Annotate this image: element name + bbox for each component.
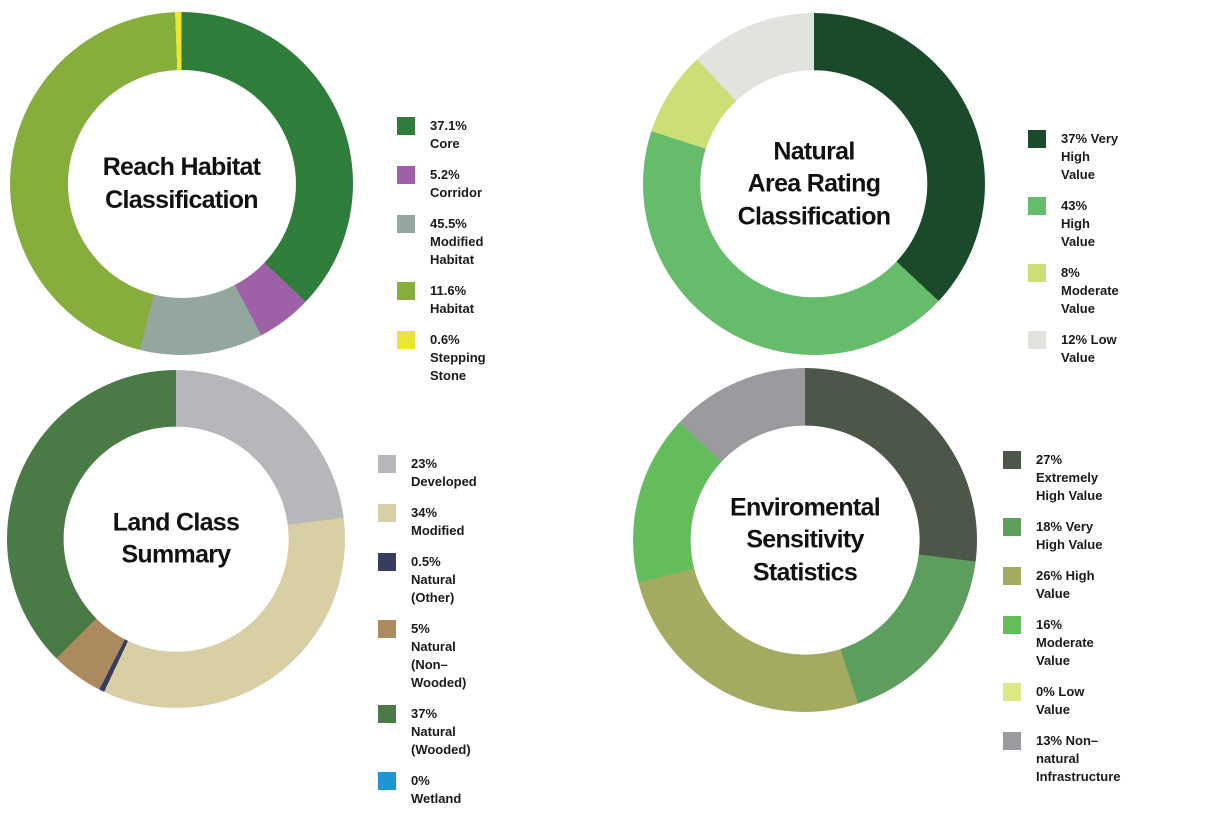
donut-ring-environmental-sensitivity: Enviromental Sensitivity Statistics: [633, 368, 977, 712]
legend-label: 0.6% Stepping Stone: [430, 332, 486, 383]
legend-label: 16% Moderate Value: [1036, 617, 1094, 668]
legend-item: 0% Low Value: [1003, 683, 1121, 719]
legend-label: 5.2% Corridor: [430, 167, 482, 200]
legend-swatch: [1003, 732, 1021, 750]
legend-label: 0% Wetland: [411, 773, 462, 806]
legend-label: 0.5% Natural (Other): [411, 554, 456, 605]
legend-swatch: [1003, 567, 1021, 585]
legend-item: 43% High Value: [1028, 197, 1119, 251]
legend-swatch: [1028, 264, 1046, 282]
legend-swatch: [397, 331, 415, 349]
legend-item: 11.6% Habitat: [397, 282, 486, 318]
legend-swatch: [1003, 616, 1021, 634]
legend-swatch: [1028, 331, 1046, 349]
chart-title: Land Class Summary: [112, 508, 240, 569]
legend-label: 34% Modified: [411, 505, 465, 538]
legend-item: 0.5% Natural (Other): [378, 553, 477, 607]
donut-ring-reach-habitat: Reach Habitat Classification: [10, 12, 353, 355]
legend-item: 5% Natural (Non–Wooded): [378, 620, 477, 692]
legend-item: 5.2% Corridor: [397, 166, 486, 202]
donut-ring-land-class: Land Class Summary: [7, 370, 345, 708]
donut-hole: Reach Habitat Classification: [67, 69, 296, 298]
legend-item: 27% Extremely High Value: [1003, 451, 1121, 505]
donut-ring-natural-area-rating: Natural Area Rating Classification: [643, 13, 985, 355]
legend-swatch: [397, 166, 415, 184]
chart-title: Natural Area Rating Classification: [737, 137, 891, 231]
legend-label: 11.6% Habitat: [430, 283, 475, 316]
legend-label: 5% Natural (Non–Wooded): [411, 621, 467, 690]
legend-swatch: [1028, 130, 1046, 148]
legend-label: 18% Very High Value: [1036, 519, 1103, 552]
legend-label: 26% High Value: [1036, 568, 1095, 601]
legend-swatch: [378, 620, 396, 638]
legend-item: 45.5% Modified Habitat: [397, 215, 486, 269]
legend-item: 37% Natural (Wooded): [378, 705, 477, 759]
chart-legend-land-class: 23% Developed 34% Modified 0.5% Natural (O…: [378, 455, 477, 821]
legend-item: 34% Modified: [378, 504, 477, 540]
chart-legend-reach-habitat: 37.1% Core 5.2% Corridor 45.5% Modified Ha…: [397, 117, 486, 398]
legend-label: 0% Low Value: [1036, 684, 1085, 717]
legend-item: 8% Moderate Value: [1028, 264, 1119, 318]
chart-title: Reach Habitat Classification: [102, 153, 261, 214]
legend-swatch: [378, 772, 396, 790]
legend-item: 37.1% Core: [397, 117, 486, 153]
legend-swatch: [1003, 518, 1021, 536]
legend-swatch: [378, 455, 396, 473]
legend-swatch: [378, 504, 396, 522]
donut-hole: Natural Area Rating Classification: [700, 70, 928, 298]
legend-label: 27% Extremely High Value: [1036, 452, 1103, 503]
legend-item: 0.6% Stepping Stone: [397, 331, 486, 385]
legend-label: 37% Very High Value: [1061, 131, 1119, 182]
legend-swatch: [378, 553, 396, 571]
legend-label: 23% Developed: [411, 456, 477, 489]
legend-label: 12% Low Value: [1061, 332, 1117, 365]
legend-label: 37% Natural (Wooded): [411, 706, 471, 757]
legend-item: 0% Wetland: [378, 772, 477, 808]
legend-swatch: [1028, 197, 1046, 215]
legend-label: 13% Non–natural Infrastructure: [1036, 733, 1121, 784]
legend-swatch: [1003, 683, 1021, 701]
donut-hole: Enviromental Sensitivity Statistics: [690, 425, 920, 655]
legend-item: 16% Moderate Value: [1003, 616, 1121, 670]
legend-swatch: [1003, 451, 1021, 469]
legend-swatch: [397, 215, 415, 233]
legend-swatch: [397, 282, 415, 300]
donut-hole: Land Class Summary: [63, 426, 289, 652]
legend-label: 43% High Value: [1061, 198, 1095, 249]
legend-label: 8% Moderate Value: [1061, 265, 1119, 316]
legend-item: 12% Low Value: [1028, 331, 1119, 367]
legend-item: 23% Developed: [378, 455, 477, 491]
legend-item: 37% Very High Value: [1028, 130, 1119, 184]
chart-legend-environmental-sensitivity: 27% Extremely High Value 18% Very High Va…: [1003, 451, 1121, 799]
chart-title: Enviromental Sensitivity Statistics: [730, 493, 881, 587]
legend-item: 26% High Value: [1003, 567, 1121, 603]
legend-label: 37.1% Core: [430, 118, 467, 151]
chart-legend-natural-area-rating: 37% Very High Value 43% High Value 8% Mode…: [1028, 130, 1119, 380]
legend-swatch: [378, 705, 396, 723]
legend-item: 13% Non–natural Infrastructure: [1003, 732, 1121, 786]
legend-swatch: [397, 117, 415, 135]
legend-item: 18% Very High Value: [1003, 518, 1121, 554]
legend-label: 45.5% Modified Habitat: [430, 216, 484, 267]
